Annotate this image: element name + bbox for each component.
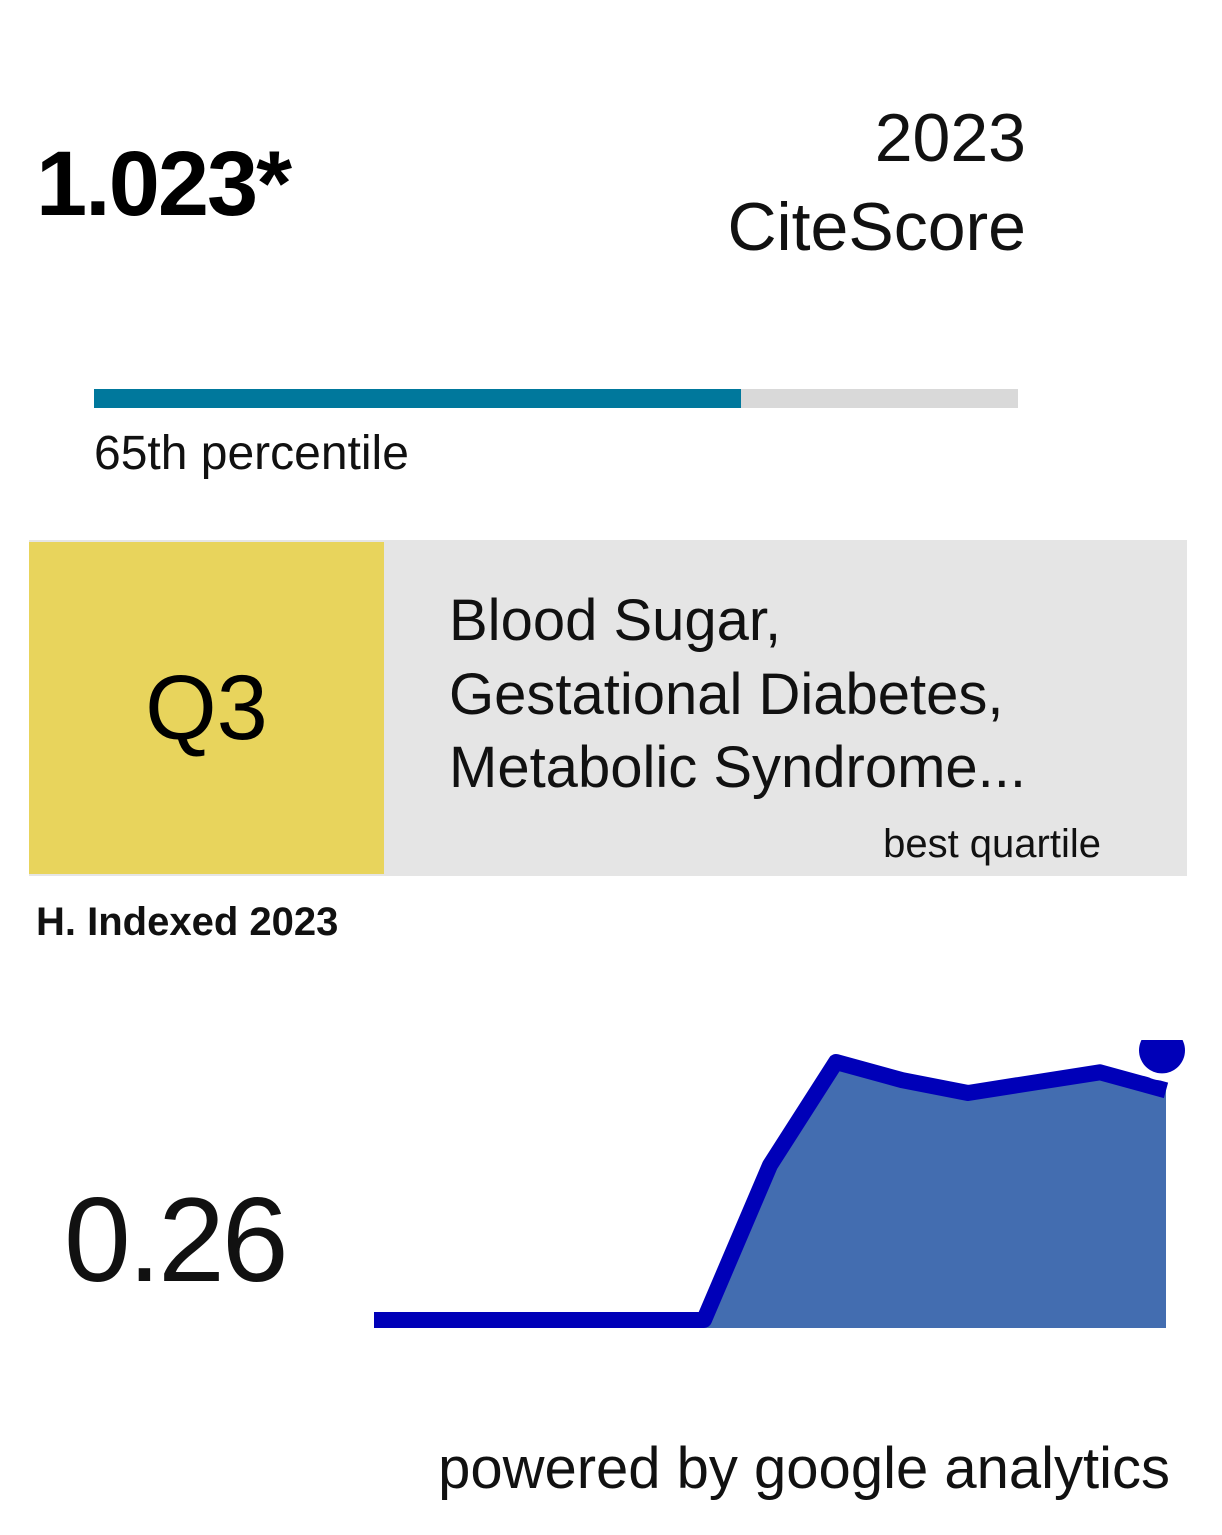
quartile-code: Q3 [145,657,268,759]
percentile-label: 65th percentile [94,427,409,480]
sparkline-end-point [1139,1040,1185,1074]
citescore-value: 1.023* [36,133,292,235]
sparkline-chart [374,1040,1190,1328]
footer-credit: powered by google analytics [438,1436,1170,1501]
best-quartile-note: best quartile [883,822,1101,866]
quartile-category: Blood Sugar, Gestational Diabetes, Metab… [449,584,1026,805]
percentile-bar-fill [94,389,741,408]
category-line: Gestational Diabetes, [449,661,1004,727]
percentile-bar [94,389,1018,408]
quartile-panel: Q3 Blood Sugar, Gestational Diabetes, Me… [29,540,1187,876]
h-index-label: H. Indexed 2023 [36,900,339,944]
citescore-label: CiteScore [727,189,1026,265]
quartile-badge: Q3 [29,542,384,874]
sparkline-line [374,1054,1169,1328]
category-line: Metabolic Syndrome... [449,735,1027,801]
category-line: Blood Sugar, [449,588,782,653]
h-index-value: 0.26 [64,1173,289,1307]
sparkline-area [374,1062,1166,1328]
citescore-year: 2023 [874,100,1026,176]
